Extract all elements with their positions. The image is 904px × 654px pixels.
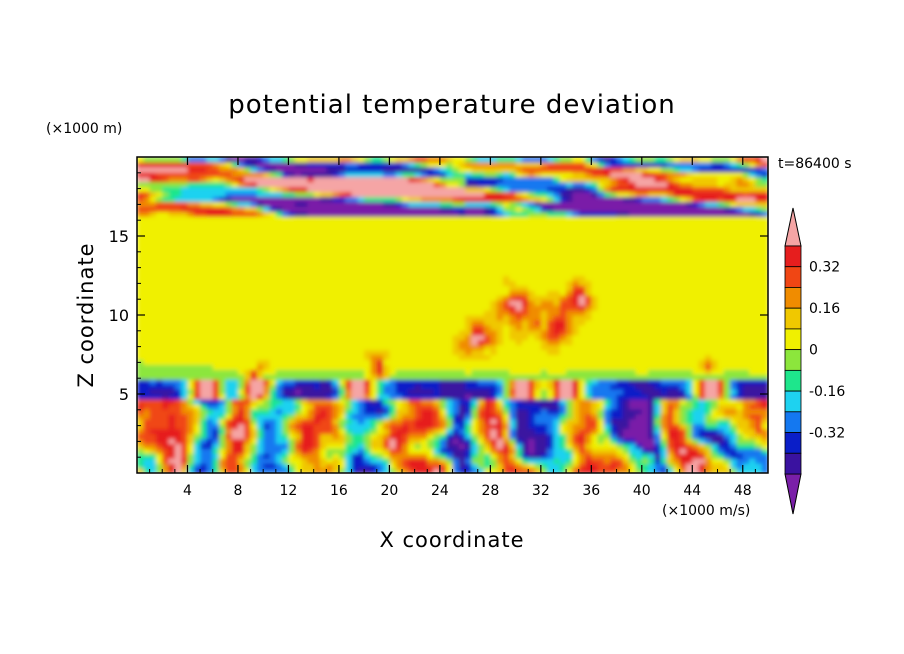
colorbar-tick-label: -0.32 (809, 426, 845, 442)
colorbar-swatch (784, 432, 802, 454)
colorbar-max-arrow (784, 207, 802, 247)
colorbar-swatch (784, 245, 802, 268)
colorbar: 0.32 0.16 0 -0.16 -0.32 (784, 207, 845, 515)
colorbar-tick-label: -0.16 (809, 384, 845, 400)
x-tick-label: 20 (380, 483, 398, 499)
x-tick-label: 36 (582, 483, 600, 499)
colorbar-swatch (784, 328, 802, 351)
colorbar-swatch (784, 390, 802, 413)
contour-field (137, 157, 768, 473)
x-tick-label: 40 (633, 483, 651, 499)
colorbar-tick-label: 0.16 (809, 301, 840, 317)
plot-area (137, 157, 768, 473)
chart-title: potential temperature deviation (228, 90, 675, 120)
x-tick-label: 16 (330, 483, 348, 499)
x-tick-label: 48 (734, 483, 752, 499)
y-axis-label: Z coordinate (74, 242, 98, 387)
x-tick-label: 28 (481, 483, 499, 499)
x-unit-label: (×1000 m/s) (662, 503, 750, 519)
colorbar-swatch (784, 349, 802, 371)
colorbar-swatch (784, 452, 802, 475)
x-axis: 4 8 12 16 20 24 28 32 36 40 44 48 (149, 157, 756, 499)
x-tick-label: 24 (431, 483, 449, 499)
y-tick-label: 10 (109, 306, 129, 325)
x-tick-label: 8 (233, 483, 242, 499)
colorbar-tick-label: 0.32 (809, 260, 840, 276)
colorbar-swatch (784, 287, 802, 309)
y-axis: 5 10 15 (109, 172, 768, 458)
x-tick-label: 12 (280, 483, 298, 499)
colorbar-min-arrow (784, 473, 802, 515)
x-tick-label: 32 (532, 483, 550, 499)
y-unit-label: (×1000 m) (46, 121, 122, 137)
colorbar-swatch (784, 369, 802, 392)
colorbar-swatch (784, 266, 802, 288)
colorbar-swatch (784, 411, 802, 433)
x-tick-label: 44 (683, 483, 701, 499)
colorbar-swatch (784, 307, 802, 330)
colorbar-tick-label: 0 (809, 343, 818, 359)
time-label: t=86400 s (778, 156, 852, 172)
x-tick-label: 4 (183, 483, 192, 499)
y-tick-label: 15 (109, 227, 129, 246)
x-axis-label: X coordinate (379, 528, 524, 552)
y-tick-label: 5 (119, 385, 129, 404)
